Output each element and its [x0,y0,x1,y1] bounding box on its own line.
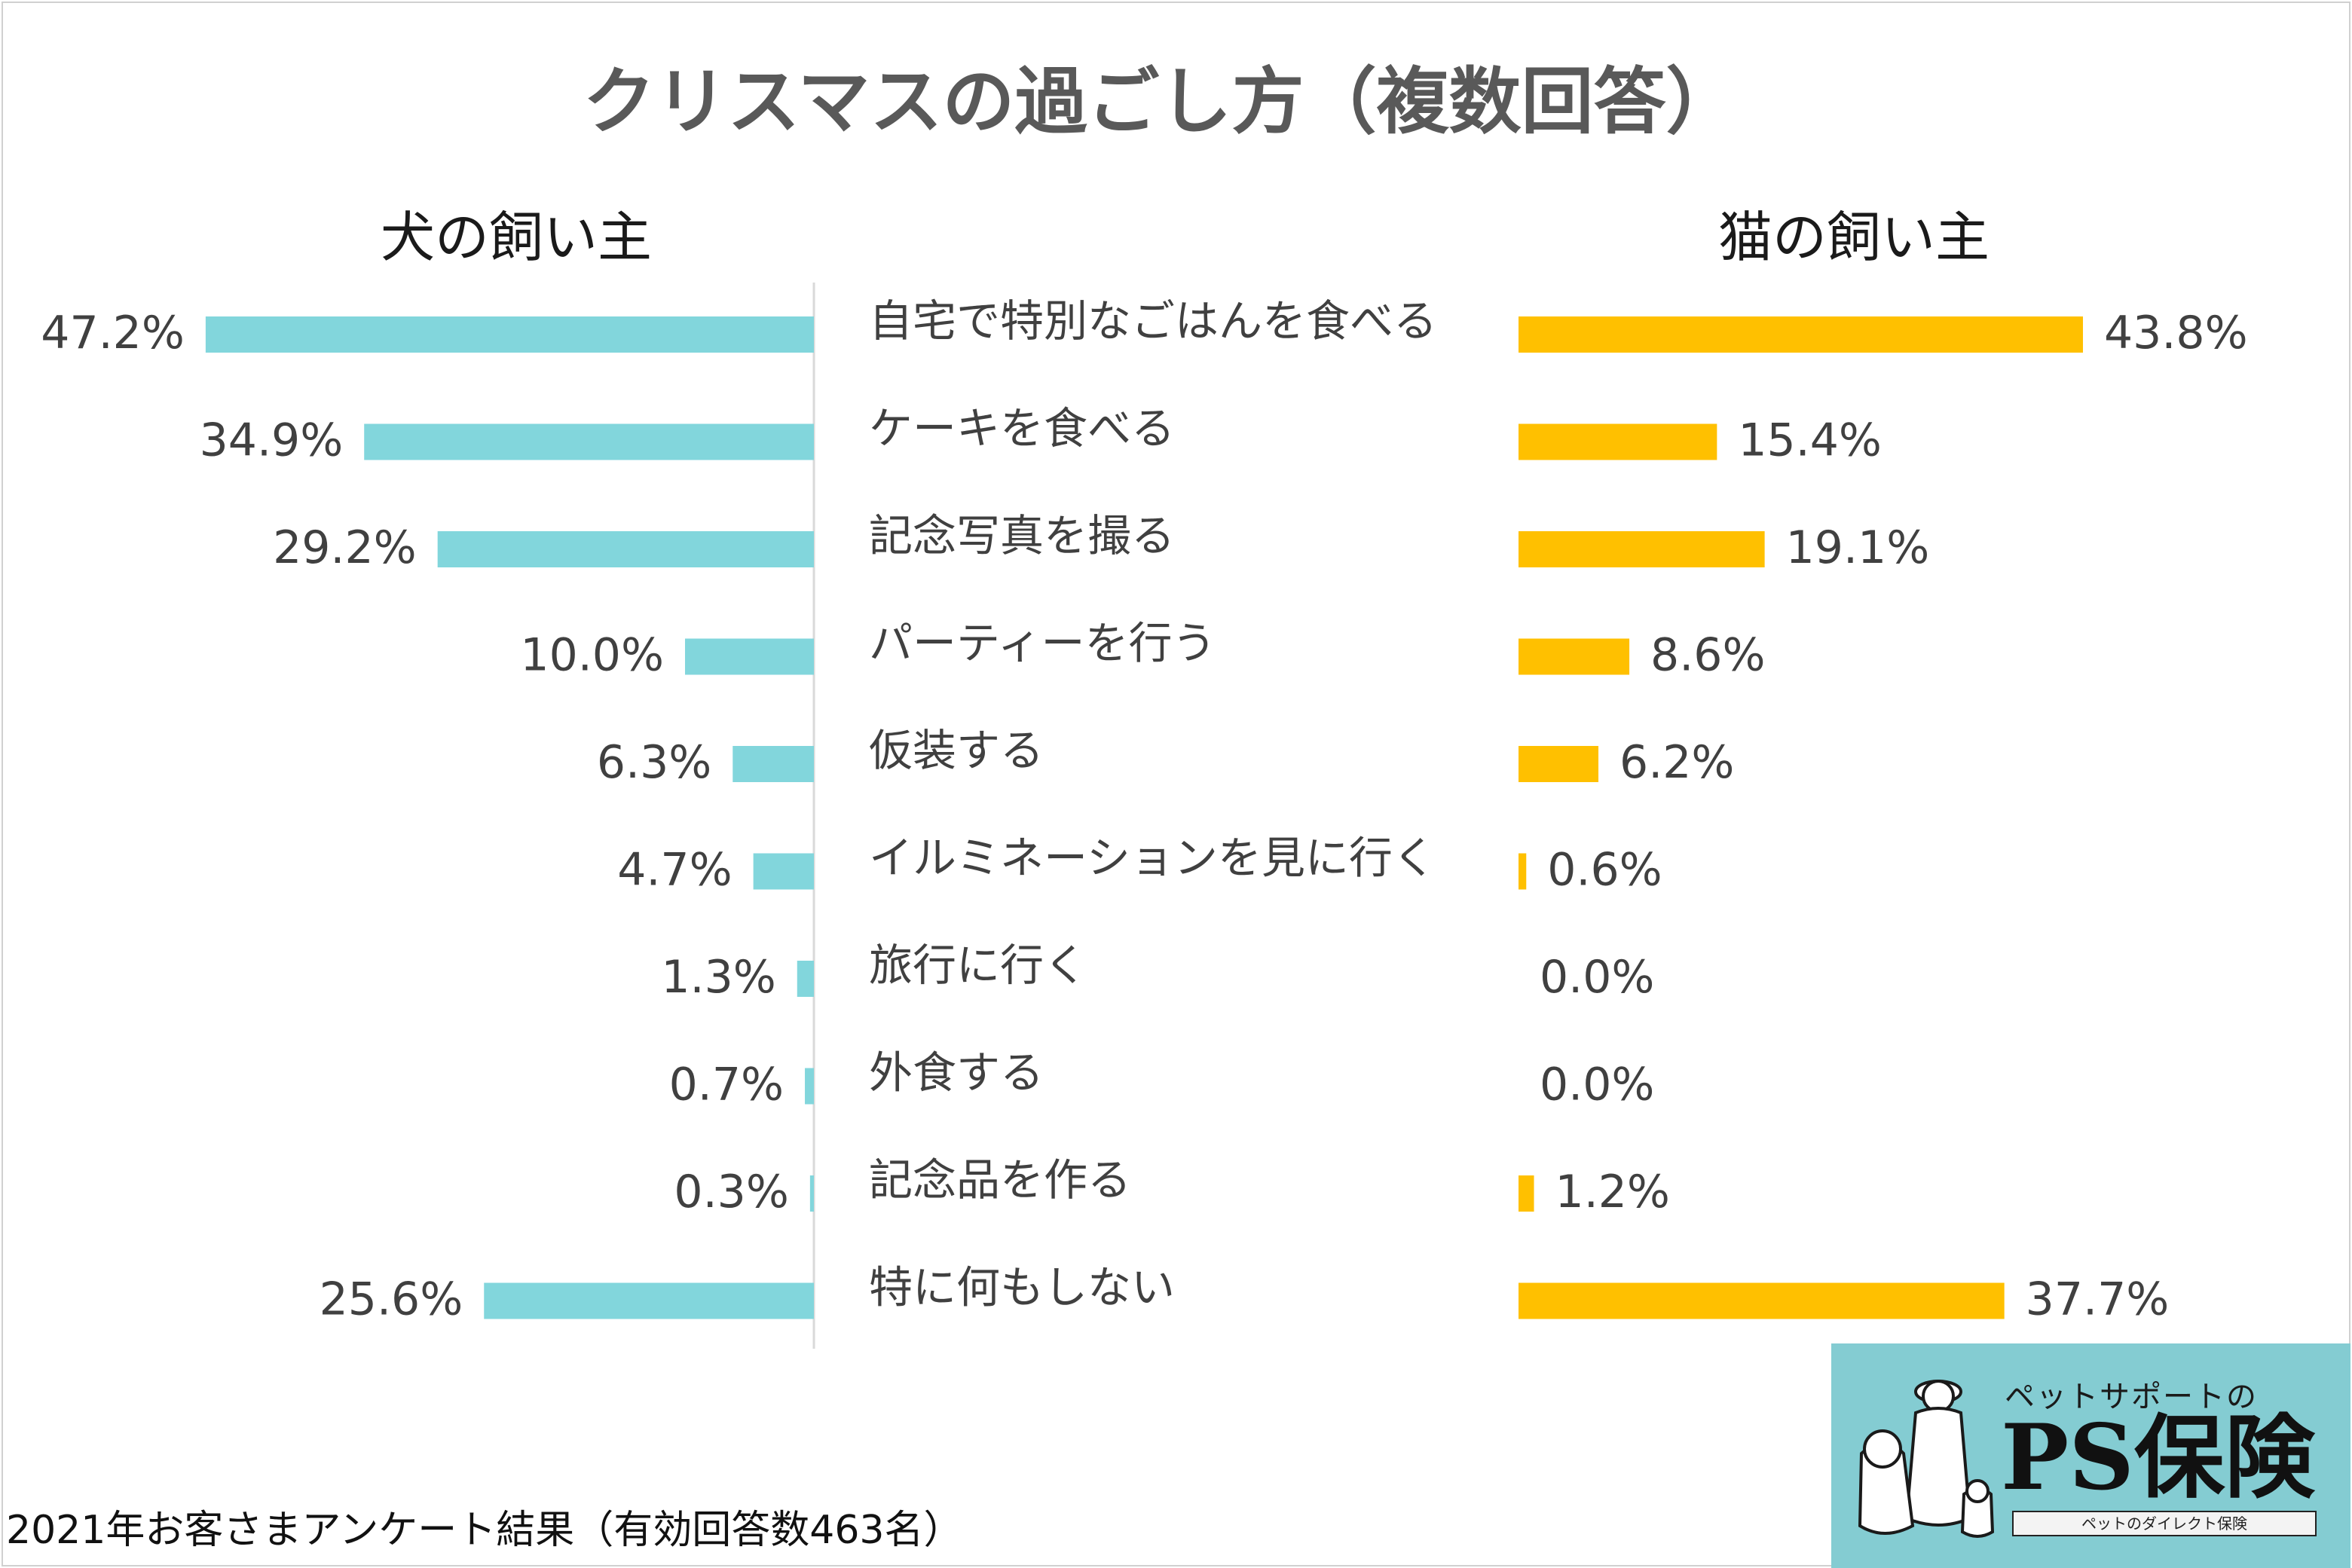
dog-owner-value-label: 29.2% [273,521,417,574]
cat-owner-value-label: 0.0% [1540,951,1654,1004]
dog-owner-value-label: 0.7% [669,1059,784,1111]
dog-owner-bar [797,961,814,997]
cat-owner-value-label: 19.1% [1786,521,1930,574]
chart-title: クリスマスの過ごし方（複数回答） [583,60,1738,144]
cat-owner-value-label: 0.0% [1540,1059,1654,1111]
dog-owner-bar [364,423,815,460]
cat-owner-bar [1519,1282,2005,1319]
cat-owner-bar [1519,316,2083,353]
category-label: 記念品を作る [869,1154,1131,1206]
dog-owner-bar [437,531,814,567]
category-label: 旅行に行く [869,940,1087,991]
cat-owner-value-label: 6.2% [1619,736,1734,789]
category-label: 自宅で特別なごはんを食べる [869,295,1437,347]
category-labels: 自宅で特別なごはんを食べるケーキを食べる記念写真を撮るパーティーを行う仮装するイ… [869,295,1437,1313]
category-label: 記念写真を撮る [869,510,1175,561]
person-body-icon [1904,1407,1972,1527]
dog-owner-value-label: 6.3% [597,736,711,789]
dog-owner-bar [809,1175,814,1212]
dog-owner-value-label: 10.0% [520,629,664,682]
cat-owner-bar [1519,638,1630,675]
cat-owner-bar [1519,531,1765,567]
category-label: イルミネーションを見に行く [869,833,1436,884]
category-label: ケーキを食べる [869,403,1175,454]
cat-owner-bar [1519,746,1599,782]
dog-owner-bar [805,1068,814,1105]
dog-owner-bar [753,853,814,890]
logo-brand-name: PS保険 [2001,1404,2315,1511]
cat-owner-value-label: 43.8% [2104,307,2248,359]
dog-owner-value-label: 4.7% [617,844,732,897]
cat-owner-series-title: 猫の飼い主 [1718,206,1990,269]
dog-owner-value-label: 0.3% [674,1166,788,1218]
cat-owner-value-label: 0.6% [1547,844,1662,897]
logo-tagline: ペットサポートの [2005,1380,2258,1414]
cat-owner-bar [1519,1175,1534,1212]
dog-owner-bar [205,316,814,353]
cat-owner-value-label: 15.4% [1738,414,1882,467]
dog-owner-value-label: 25.6% [320,1273,463,1326]
dog-owner-bar [733,746,814,782]
dog-owner-value-label: 34.9% [200,414,344,467]
category-label: 外食する [869,1047,1044,1099]
cat-head-icon [1965,1479,1990,1503]
cat-owner-value-label: 8.6% [1650,629,1765,682]
dog-owner-value-label: 47.2% [41,307,185,359]
category-label: 仮装する [869,725,1044,776]
dog-owner-bars: 47.2% 34.9% 29.2% 10.0% 6.3% 4.7% 1.3% 0.7% 0.3%… [41,307,815,1326]
cat-owner-value-label: 1.2% [1555,1166,1670,1218]
ps-insurance-logo: ペットサポートの PS保険 ペットのダイレクト保険 [1831,1343,2350,1568]
cat-owner-bars: 43.8% 15.4% 19.1% 8.6% 6.2% 0.6% 0.0% 0.0% 1.2% 3… [1519,307,2248,1326]
dog-owner-series-title: 犬の飼い主 [381,206,652,269]
dog-owner-bar [685,638,814,675]
logo-subline: ペットのダイレクト保険 [2012,1511,2317,1536]
cat-owner-bar [1519,423,1717,460]
dog-owner-value-label: 1.3% [661,951,775,1004]
category-label: 特に何もしない [869,1262,1175,1313]
dog-owner-bar [484,1282,814,1319]
cat-owner-value-label: 37.7% [2026,1273,2170,1326]
dog-head-icon [1863,1429,1902,1469]
pet-owner-illustration [1858,1380,1995,1538]
survey-footnote: 2021年お客さまアンケート結果（有効回答数463名） [6,1508,963,1553]
category-label: パーティーを行う [869,618,1216,669]
cat-owner-bar [1519,853,1527,890]
